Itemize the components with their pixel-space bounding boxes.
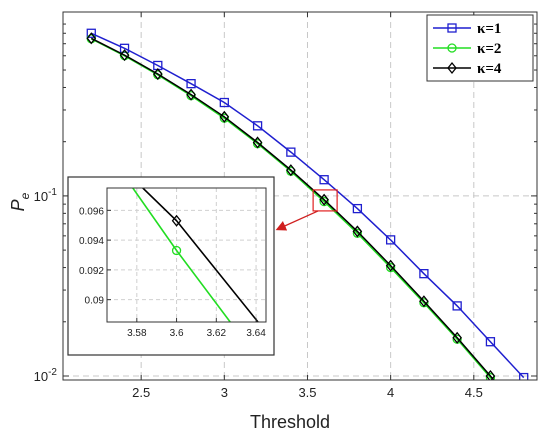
series-marker (319, 175, 329, 185)
legend-marker (447, 23, 457, 33)
series-marker (485, 372, 496, 380)
inset-box (67, 176, 275, 356)
x-tick-label: 2.5 (132, 385, 150, 400)
series-marker (419, 269, 429, 279)
series-line (90, 32, 525, 379)
inset-y-tick-label: 0.092 (79, 266, 104, 277)
inset-y-tick-label: 0.09 (85, 296, 105, 307)
legend-marker (447, 61, 457, 75)
zoom-arrow (275, 210, 319, 231)
inset-y-tick-label: 0.096 (79, 206, 104, 217)
series-marker (520, 415, 528, 423)
inset-series-marker (171, 214, 182, 227)
x-tick-label: 4 (387, 385, 394, 400)
series-marker (452, 301, 462, 311)
series-marker (352, 225, 363, 238)
x-tick-label: 3 (221, 385, 228, 400)
series-line (90, 38, 494, 380)
x-tick-label: 3.5 (298, 385, 316, 400)
series-marker (352, 203, 363, 214)
series-marker (86, 32, 97, 45)
series-marker (520, 411, 528, 421)
inset-series-group (132, 188, 259, 322)
series-marker (319, 193, 329, 206)
inset-x-tick-label: 3.6 (170, 328, 184, 339)
series-marker (385, 259, 396, 272)
series-marker (286, 147, 296, 157)
series-marker (519, 372, 529, 380)
series-marker (419, 295, 429, 308)
series-marker (186, 88, 196, 101)
legend-marker (447, 43, 457, 53)
series-marker (485, 369, 496, 380)
y-tick-label: 10-1 (34, 187, 58, 204)
inset-x-tick-label: 3.58 (127, 328, 147, 339)
inset-series-marker (171, 245, 182, 256)
inset-plot-frame (106, 187, 267, 323)
series-marker (219, 97, 229, 108)
y-axis-label: Pe (8, 192, 32, 211)
series-marker (252, 121, 263, 131)
zoom-highlight-box (312, 189, 338, 212)
x-tick-label: 4.5 (465, 385, 483, 400)
series-marker (219, 110, 230, 123)
legend-label: κ=1 (477, 21, 501, 37)
main-series-group (86, 28, 529, 423)
inset-y-tick-label: 0.094 (79, 236, 104, 247)
series-marker (186, 79, 196, 89)
inset-series-line (142, 188, 259, 322)
inset-x-tick-label: 3.64 (246, 328, 266, 339)
series-line (90, 37, 495, 380)
inset-x-tick-label: 3.62 (207, 328, 227, 339)
series-marker (452, 331, 463, 344)
legend-label: κ=2 (477, 41, 501, 57)
x-axis-label: Threshold (250, 412, 330, 432)
inset-series-line (132, 188, 231, 322)
series-marker (119, 49, 130, 62)
legend-label: κ=4 (477, 61, 502, 77)
legend: κ=1 κ=2 κ=4 (426, 14, 534, 82)
series-marker (152, 67, 163, 81)
y-tick-label: 10-2 (34, 367, 58, 384)
series-marker (286, 164, 296, 177)
series-marker (385, 235, 396, 245)
series-marker (86, 28, 96, 38)
series-marker (252, 136, 263, 149)
series-marker (485, 337, 496, 347)
